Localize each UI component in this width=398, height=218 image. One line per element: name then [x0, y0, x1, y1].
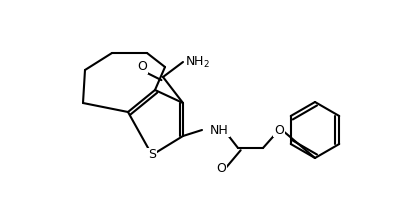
Text: O: O	[137, 61, 147, 73]
Text: O: O	[216, 162, 226, 174]
Text: NH: NH	[210, 124, 229, 136]
Text: S: S	[148, 148, 156, 162]
Text: NH$_2$: NH$_2$	[185, 54, 210, 70]
Text: O: O	[274, 124, 284, 136]
